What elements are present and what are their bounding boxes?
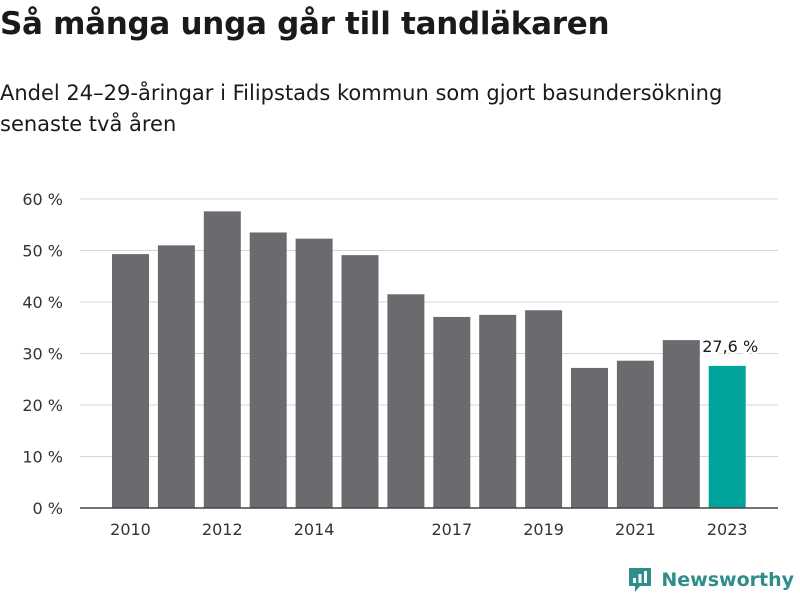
bar-2011 bbox=[157, 245, 195, 508]
bar-2019 bbox=[525, 310, 563, 508]
newsworthy-logo-icon bbox=[629, 568, 652, 592]
brand: Newsworthy bbox=[627, 566, 794, 594]
x-tick-label: 2010 bbox=[110, 520, 151, 539]
y-tick-label: 20 % bbox=[22, 396, 63, 415]
bar-2013 bbox=[249, 232, 287, 508]
y-tick-label: 10 % bbox=[22, 448, 63, 467]
y-tick-label: 50 % bbox=[22, 242, 63, 261]
bar-2012 bbox=[203, 211, 241, 509]
bar-2014 bbox=[295, 238, 333, 508]
bar-2022 bbox=[662, 340, 700, 508]
chart-title: Så många unga går till tandläkaren bbox=[0, 6, 610, 42]
bar-2020 bbox=[571, 367, 608, 508]
bar-2016 bbox=[387, 294, 425, 508]
chart-subtitle: Andel 24–29-åringar i Filipstads kommun … bbox=[0, 81, 723, 136]
y-tick-label: 0 % bbox=[33, 499, 63, 518]
x-tick-label: 2023 bbox=[707, 520, 748, 539]
x-tick-label: 2014 bbox=[294, 520, 335, 539]
data-label-annotation: 27,6 % bbox=[702, 337, 758, 356]
y-tick-label: 30 % bbox=[22, 345, 63, 364]
brand-name: Newsworthy bbox=[661, 569, 794, 591]
bar-2015 bbox=[341, 255, 379, 508]
bar-2021 bbox=[616, 360, 654, 508]
bar-chart: 0 % 10 % 20 % 30 % 40 % 50 % 60 % 2010 2012 2014 2… bbox=[22, 190, 778, 539]
x-tick-label: 2017 bbox=[431, 520, 472, 539]
bar-2018 bbox=[479, 314, 517, 508]
x-tick-label: 2012 bbox=[202, 520, 243, 539]
bar-2010 bbox=[112, 254, 149, 508]
bar-2017 bbox=[433, 316, 471, 508]
bar-2023 bbox=[708, 365, 746, 508]
x-tick-label: 2019 bbox=[523, 520, 564, 539]
y-tick-label: 60 % bbox=[22, 190, 63, 209]
x-tick-label: 2021 bbox=[615, 520, 656, 539]
y-tick-label: 40 % bbox=[22, 293, 63, 312]
